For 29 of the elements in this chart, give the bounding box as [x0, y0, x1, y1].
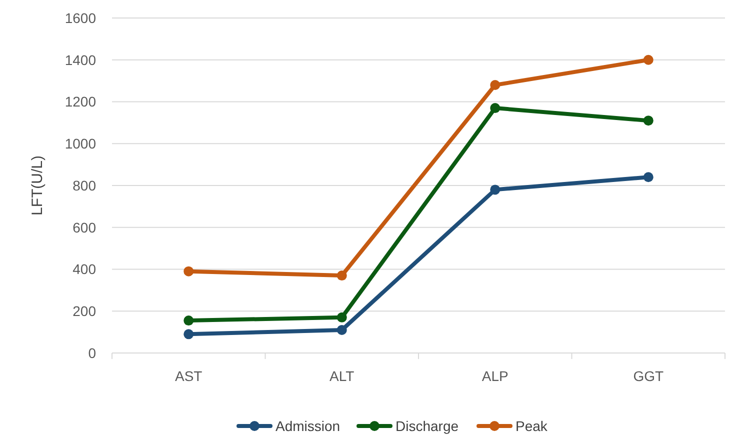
point [490, 184, 500, 195]
point [184, 266, 194, 276]
legend-label: Peak [516, 418, 548, 434]
x-tick-label: GGT [633, 368, 664, 384]
y-tick-label: 1200 [64, 94, 96, 110]
y-tick-label: 1600 [64, 10, 96, 26]
point [643, 172, 654, 182]
x-tick-label: AST [175, 368, 203, 384]
y-tick-label: 200 [72, 303, 96, 320]
point [184, 316, 194, 326]
y-tick-label: 0 [88, 344, 96, 361]
y-tick-label: 400 [72, 261, 96, 278]
point [336, 324, 347, 335]
y-tick-label: 600 [72, 219, 96, 236]
y-axis-title: LFT(U/L) [29, 155, 46, 216]
x-tick-label: ALT [330, 368, 355, 384]
point [336, 312, 347, 322]
y-tick-label: 1400 [64, 52, 96, 68]
point [643, 116, 654, 126]
legend-label: Admission [276, 418, 340, 434]
legend-label: Discharge [396, 418, 459, 434]
y-tick-label: 800 [72, 177, 96, 194]
point [490, 103, 500, 114]
point [490, 80, 500, 90]
y-tick-label: 1000 [64, 136, 96, 152]
point [643, 54, 654, 65]
x-tick-label: ALP [482, 368, 508, 384]
point [184, 329, 194, 340]
point [336, 270, 347, 281]
